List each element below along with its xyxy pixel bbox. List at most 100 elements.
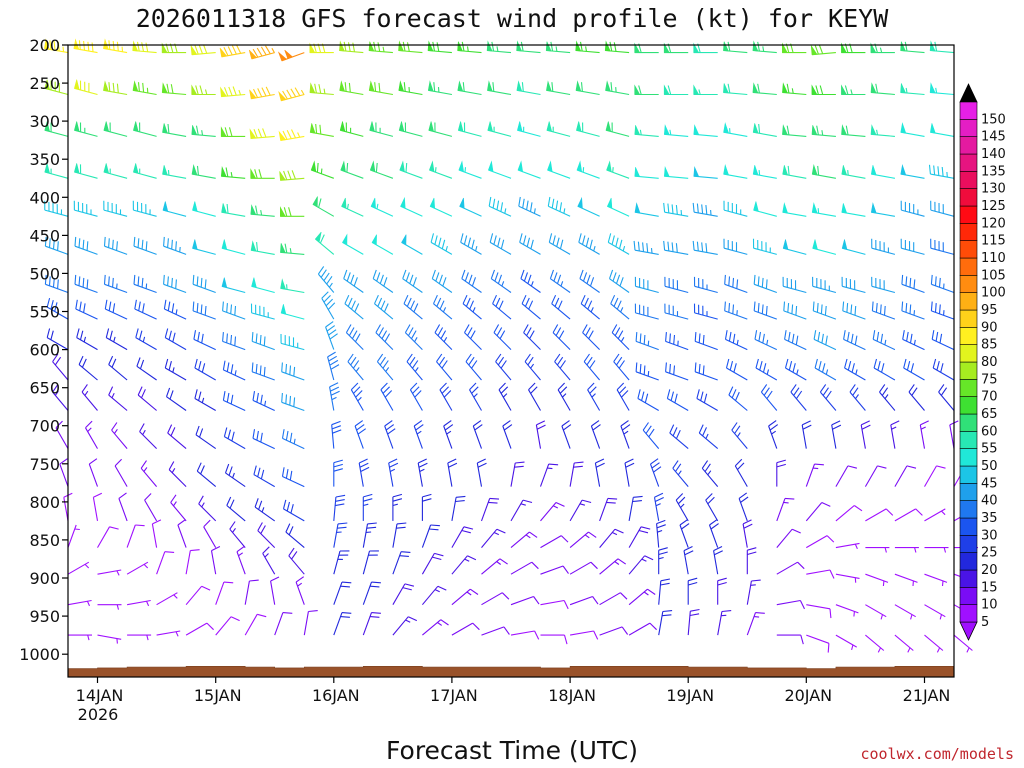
wind-barb [220,126,246,137]
wind-barb [782,239,807,255]
wind-barb [368,80,393,96]
wind-barb [46,297,69,320]
wind-barb [547,160,571,179]
wind-barb [806,535,835,549]
wind-barb [251,362,275,381]
x-tick-label: 18JAN [548,686,596,705]
wind-barb [608,269,630,293]
x-axis-ticks: 14JAN 15JAN 16JAN 17JAN 18JAN 19JAN 20JAN 21JAN [76,677,950,705]
wind-barb [746,612,765,636]
colorbar-label: 25 [981,546,998,561]
wind-barb [421,493,432,521]
wind-barb [870,165,895,179]
wind-barb [521,294,541,320]
wind-barb [746,579,761,605]
wind-barb [333,459,343,487]
wind-barb [599,497,618,522]
wind-barb [924,634,944,653]
wind-barb [78,355,98,381]
wind-barb [551,294,571,320]
wind-barb [781,42,807,54]
x-tick-label: 20JAN [784,686,832,705]
wind-barb [705,493,719,522]
wind-barb [280,278,305,294]
wind-barb [865,604,887,620]
wind-barb [223,427,246,450]
wind-barb [717,610,732,636]
wind-barb [579,269,600,293]
wind-barb [672,460,689,487]
wind-barb [723,164,748,179]
wind-barb [376,353,394,381]
wind-barb [481,558,508,575]
wind-barb [403,294,423,320]
wind-barb [350,382,364,411]
wind-barb [713,546,723,575]
wind-barb [132,200,157,217]
wind-barb [481,592,510,606]
wind-barb [784,358,807,381]
wind-barb [879,384,896,411]
wind-barb [723,238,748,255]
wind-barb [279,206,305,217]
wind-barb [561,420,572,449]
wind-barb [806,634,830,653]
wind-barb [813,330,837,351]
wind-barb [429,160,453,179]
wind-barb [163,274,187,294]
wind-barb [814,358,837,381]
wind-barb [924,573,948,587]
wind-barb [460,233,482,255]
wind-barb [663,240,689,255]
wind-barb [103,38,128,54]
wind-barb [930,200,955,217]
wind-barb [104,299,128,320]
wind-barb [132,80,157,96]
wind-barb [103,163,128,179]
y-tick-label: 550 [29,303,60,322]
wind-barb [569,499,592,522]
wind-barb [669,424,689,450]
wind-barb [44,121,69,137]
wind-barb [487,121,512,137]
y-tick-label: 1000 [19,645,60,664]
colorbar-label: 135 [981,164,1006,179]
wind-barb [163,236,187,255]
wind-barb [165,387,187,411]
wind-barb [285,523,305,549]
wind-barb [220,166,246,179]
wind-barb [628,495,643,521]
wind-barb [698,424,719,450]
wind-barb [250,204,275,217]
wind-barb [518,196,541,217]
wind-barb [490,269,512,293]
wind-barb [894,508,923,522]
wind-barb [398,121,423,137]
colorbar-extend-min [959,621,978,641]
wind-barb [723,200,748,217]
wind-barb [139,423,157,449]
wind-barb [226,496,246,522]
wind-barb [193,330,216,351]
wind-barb [221,239,246,255]
wind-barb [510,499,533,522]
y-tick-label: 600 [29,341,60,360]
wind-barb [126,524,145,548]
wind-barb [510,531,538,549]
wind-barb [469,382,482,411]
wind-barb [812,276,837,294]
wind-barb [871,301,896,320]
wind-barb [144,493,158,522]
x-tick-label: 17JAN [430,686,478,705]
wind-barb [523,324,541,350]
colorbar-label: 75 [981,372,998,387]
wind-barb [548,233,571,255]
wind-barb [163,299,187,320]
wind-barb [327,351,340,381]
wind-barb [97,526,119,548]
wind-barb [339,40,364,54]
wind-barb [754,330,778,351]
wind-barb [928,164,955,179]
wind-barb [331,420,342,449]
wind-barb [694,332,718,351]
